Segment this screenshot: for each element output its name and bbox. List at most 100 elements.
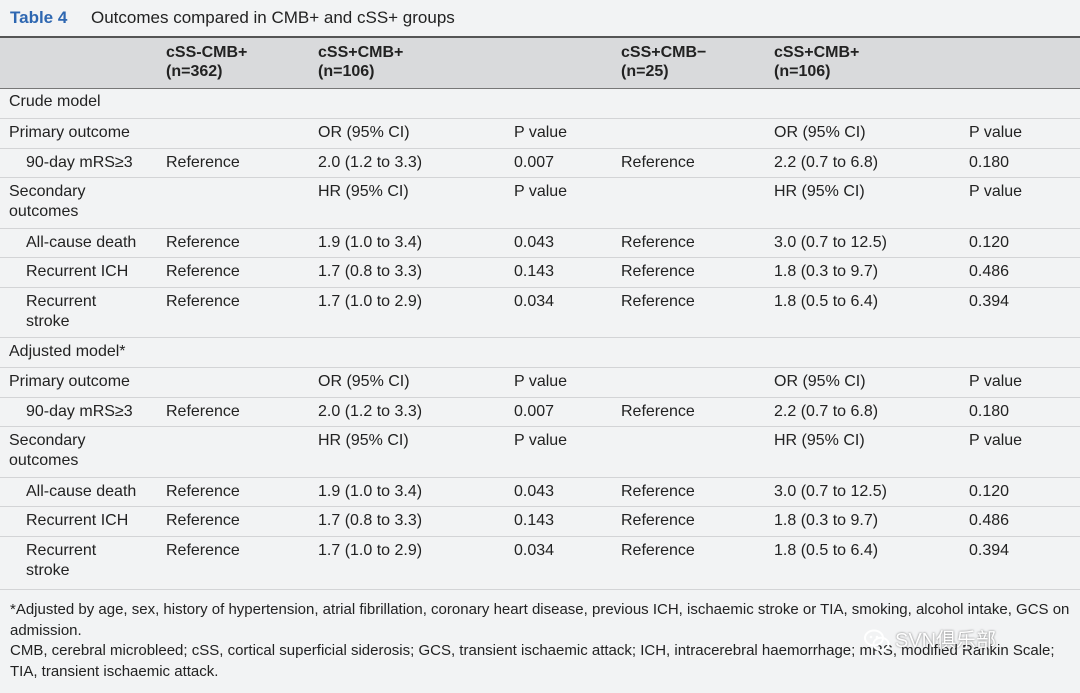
table-cell: Reference xyxy=(621,234,695,251)
chat-bubble-icon xyxy=(864,629,890,652)
table-cell: 0.034 xyxy=(514,542,555,559)
table-cell: P value xyxy=(969,432,1023,449)
table-cell: Reference xyxy=(166,263,240,280)
table-cell: 3.0 (0.7 to 12.5) xyxy=(774,234,887,251)
table-cell: Reference xyxy=(621,512,695,529)
table-row: Crude model xyxy=(0,88,1080,119)
table-cell: 1.8 (0.5 to 6.4) xyxy=(774,542,879,559)
table-cell: 1.9 (1.0 to 3.4) xyxy=(318,234,423,251)
table-cell: P value xyxy=(514,373,568,390)
table-row: Recurrent stroke Reference 1.7 (1.0 to 2.9… xyxy=(0,537,1080,590)
footnote-abbreviations: CMB, cerebral microbleed; cSS, cortical … xyxy=(10,642,1055,680)
table-cell: P value xyxy=(514,432,568,449)
table-cell: 1.7 (1.0 to 2.9) xyxy=(318,542,423,559)
table-cell: 1.8 (0.3 to 9.7) xyxy=(774,512,879,529)
table-cell: 2.2 (0.7 to 6.8) xyxy=(774,154,879,171)
table-cell: OR (95% CI) xyxy=(318,124,410,141)
table-cell: 0.394 xyxy=(969,542,1010,559)
row-label: Recurrent ICH xyxy=(26,512,129,529)
watermark-text: SVN俱乐部 xyxy=(895,630,997,652)
table-title-bar: Table 4 Outcomes compared in CMB+ and cS… xyxy=(0,0,1080,38)
table-cell: 0.007 xyxy=(514,403,555,420)
row-label: 90-day mRS≥3 xyxy=(26,154,133,171)
table-row: Secondary outcomes HR (95% CI) P value HR (… xyxy=(0,427,1080,478)
table-cell: 3.0 (0.7 to 12.5) xyxy=(774,483,887,500)
table-cell: HR (95% CI) xyxy=(774,432,865,449)
table-row: Recurrent ICH Reference 1.7 (0.8 to 3.3) 0.… xyxy=(0,258,1080,288)
row-label: Recurrent stroke xyxy=(26,293,97,330)
row-label: Recurrent ICH xyxy=(26,263,129,280)
section-heading: Crude model xyxy=(9,93,101,110)
table-row: Secondary outcomes HR (95% CI) P value HR (… xyxy=(0,178,1080,229)
table-cell: 1.7 (0.8 to 3.3) xyxy=(318,512,423,529)
table-cell: 0.394 xyxy=(969,293,1010,310)
table-cell: Reference xyxy=(621,154,695,171)
row-label: Recurrent stroke xyxy=(26,542,97,579)
table-row: Recurrent stroke Reference 1.7 (1.0 to 2.9… xyxy=(0,288,1080,338)
row-label: Secondary outcomes xyxy=(9,432,86,469)
table-label: Table 4 xyxy=(10,8,68,27)
row-label: All-cause death xyxy=(26,483,137,500)
table-cell: 1.9 (1.0 to 3.4) xyxy=(318,483,423,500)
table-cell: 0.007 xyxy=(514,154,555,171)
footnote-adjustment: *Adjusted by age, sex, history of hypert… xyxy=(10,601,1070,639)
table-cell: P value xyxy=(969,373,1023,390)
table-cell: 0.486 xyxy=(969,512,1010,529)
table-cell: Reference xyxy=(166,234,240,251)
table-cell: Reference xyxy=(166,293,240,310)
table-cell: OR (95% CI) xyxy=(774,373,866,390)
section-heading: Adjusted model* xyxy=(9,343,126,360)
table-cell: Reference xyxy=(621,263,695,280)
table-cell: 1.7 (1.0 to 2.9) xyxy=(318,293,423,310)
row-label: Secondary outcomes xyxy=(9,183,86,220)
row-label: Primary outcome xyxy=(9,124,130,141)
table-cell: 1.7 (0.8 to 3.3) xyxy=(318,263,423,280)
table-cell: Reference xyxy=(166,542,240,559)
table-header: cSS-CMB+ (n=362) cSS+CMB+ (n=106) cSS+CM… xyxy=(0,38,1080,89)
table-row: 90-day mRS≥3 Reference 2.0 (1.2 to 3.3) 0.0… xyxy=(0,149,1080,178)
table-cell: P value xyxy=(969,124,1023,141)
row-label: All-cause death xyxy=(26,234,137,251)
table-cell: Reference xyxy=(166,483,240,500)
column-header: cSS+CMB+ (n=106) xyxy=(774,44,860,80)
table-row: Recurrent ICH Reference 1.7 (0.8 to 3.3) 0.… xyxy=(0,507,1080,537)
table-cell: Reference xyxy=(166,512,240,529)
table-row: Adjusted model* xyxy=(0,338,1080,368)
table-cell: Reference xyxy=(621,403,695,420)
table-cell: OR (95% CI) xyxy=(774,124,866,141)
table-cell: 1.8 (0.5 to 6.4) xyxy=(774,293,879,310)
table-cell: 0.143 xyxy=(514,263,555,280)
table-cell: 0.120 xyxy=(969,483,1010,500)
table-cell: P value xyxy=(514,124,568,141)
table-cell: Reference xyxy=(166,403,240,420)
table-row: All-cause death Reference 1.9 (1.0 to 3.4)… xyxy=(0,229,1080,258)
table-cell: HR (95% CI) xyxy=(318,432,409,449)
table-cell: P value xyxy=(514,183,568,200)
table-cell: OR (95% CI) xyxy=(318,373,410,390)
table-cell: Reference xyxy=(621,542,695,559)
table-cell: 0.180 xyxy=(969,403,1010,420)
row-label: Primary outcome xyxy=(9,373,130,390)
table-cell: 2.2 (0.7 to 6.8) xyxy=(774,403,879,420)
table-footnotes: *Adjusted by age, sex, history of hypert… xyxy=(10,600,1072,682)
table-cell: Reference xyxy=(621,293,695,310)
table-cell: Reference xyxy=(166,154,240,171)
table-cell: 2.0 (1.2 to 3.3) xyxy=(318,403,423,420)
table-row: Primary outcome OR (95% CI) P value OR (95%… xyxy=(0,368,1080,398)
column-header: cSS+CMB+ (n=106) xyxy=(318,44,404,80)
table-row: All-cause death Reference 1.9 (1.0 to 3.4)… xyxy=(0,478,1080,507)
table-cell: 0.034 xyxy=(514,293,555,310)
watermark: SVN俱乐部 xyxy=(864,626,1070,656)
row-label: 90-day mRS≥3 xyxy=(26,403,133,420)
table-cell: Reference xyxy=(621,483,695,500)
table-cell: HR (95% CI) xyxy=(774,183,865,200)
table-cell: 2.0 (1.2 to 3.3) xyxy=(318,154,423,171)
table-cell: 0.120 xyxy=(969,234,1010,251)
table-cell: 0.486 xyxy=(969,263,1010,280)
table-cell: HR (95% CI) xyxy=(318,183,409,200)
table-row: Primary outcome OR (95% CI) P value OR (95%… xyxy=(0,119,1080,149)
table-cell: 1.8 (0.3 to 9.7) xyxy=(774,263,879,280)
table-cell: 0.180 xyxy=(969,154,1010,171)
table-cell: 0.043 xyxy=(514,234,555,251)
table-cell: P value xyxy=(969,183,1023,200)
